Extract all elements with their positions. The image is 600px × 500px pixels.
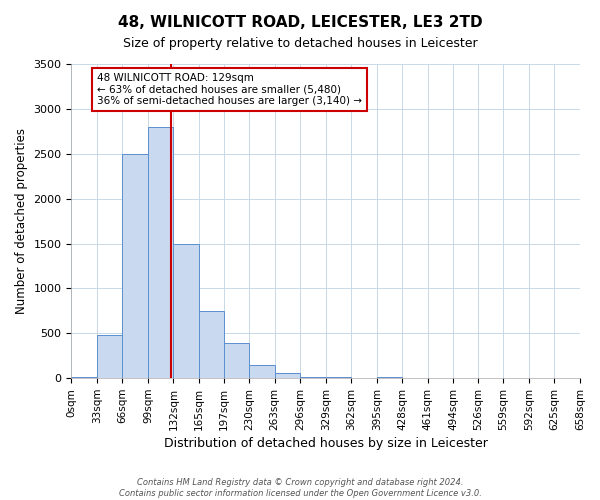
Bar [300, 377, 326, 378]
Bar [249, 365, 275, 378]
Bar [97, 335, 122, 378]
Text: 48, WILNICOTT ROAD, LEICESTER, LE3 2TD: 48, WILNICOTT ROAD, LEICESTER, LE3 2TD [118, 15, 482, 30]
Bar [224, 343, 249, 378]
Text: Contains HM Land Registry data © Crown copyright and database right 2024.
Contai: Contains HM Land Registry data © Crown c… [119, 478, 481, 498]
Bar [275, 373, 300, 378]
Bar [122, 154, 148, 378]
Bar [377, 377, 402, 378]
Text: Size of property relative to detached houses in Leicester: Size of property relative to detached ho… [122, 38, 478, 51]
X-axis label: Distribution of detached houses by size in Leicester: Distribution of detached houses by size … [164, 437, 488, 450]
Text: 48 WILNICOTT ROAD: 129sqm
← 63% of detached houses are smaller (5,480)
36% of se: 48 WILNICOTT ROAD: 129sqm ← 63% of detac… [97, 73, 362, 106]
Bar [199, 311, 224, 378]
Bar [326, 377, 351, 378]
Y-axis label: Number of detached properties: Number of detached properties [15, 128, 28, 314]
Bar [148, 127, 173, 378]
Bar [173, 244, 199, 378]
Bar [71, 377, 97, 378]
